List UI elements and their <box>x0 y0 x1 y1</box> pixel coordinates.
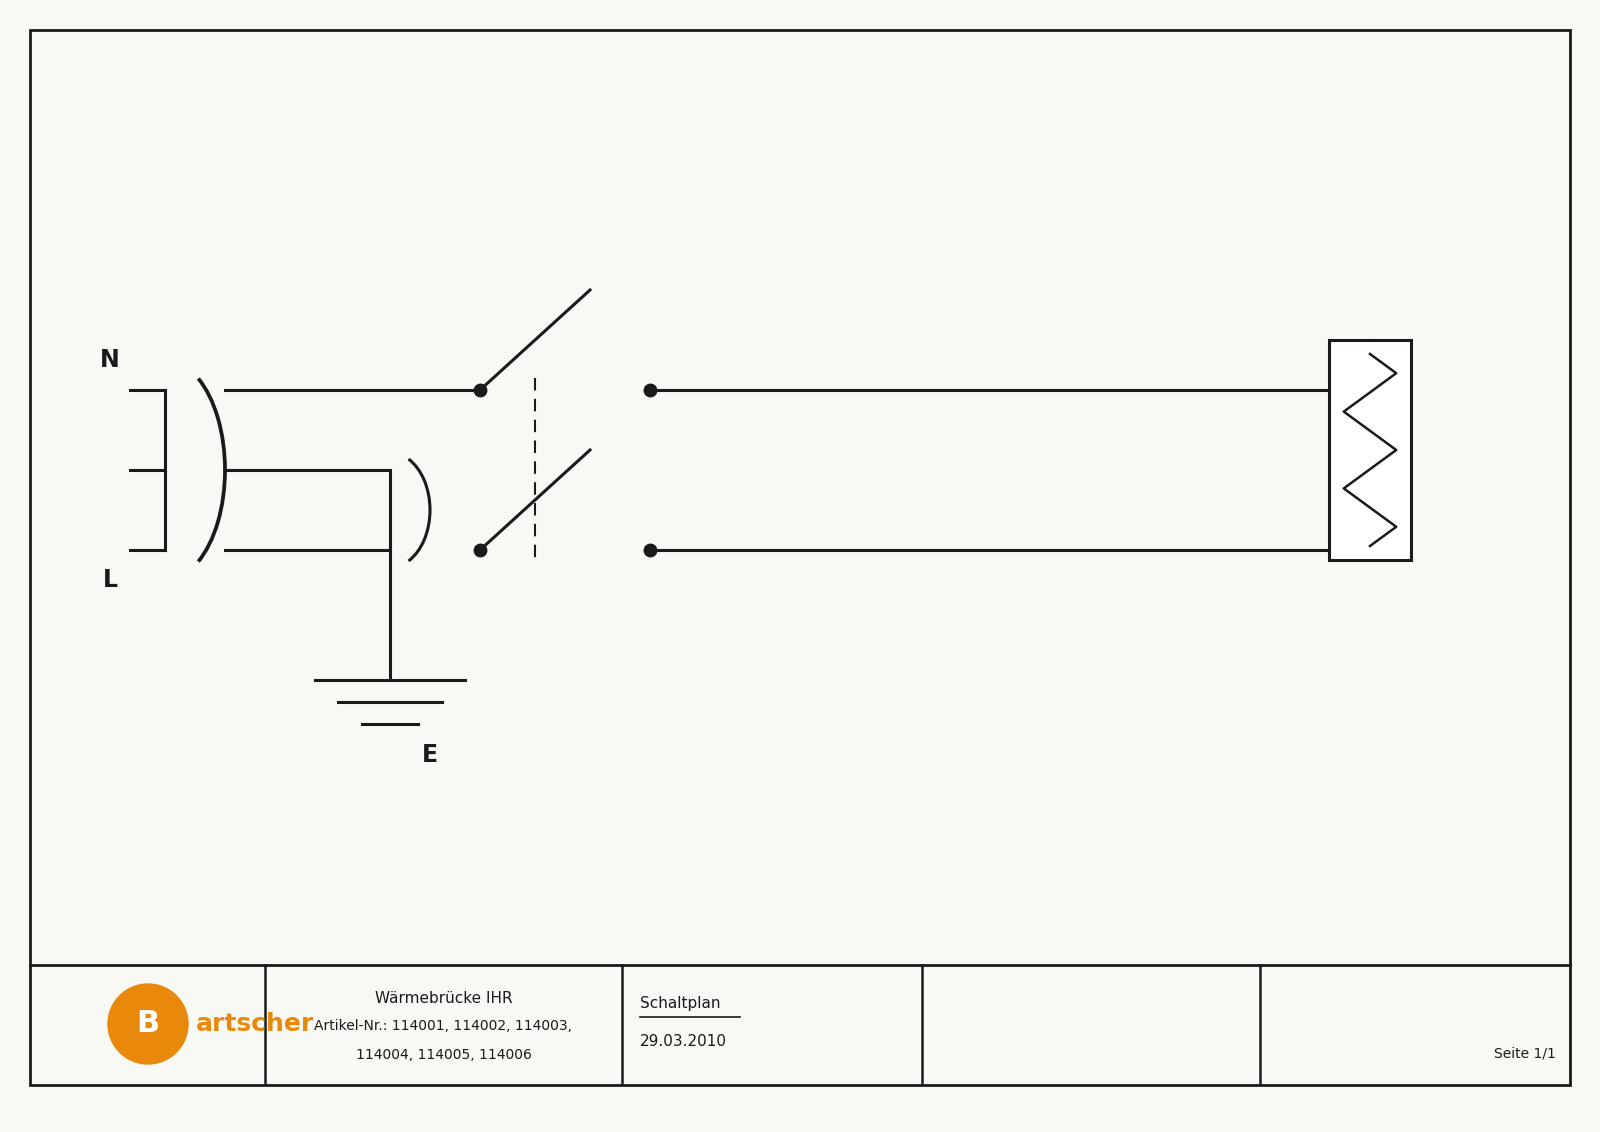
Text: Seite 1/1: Seite 1/1 <box>1494 1046 1555 1061</box>
Text: L: L <box>102 568 117 592</box>
Text: 114004, 114005, 114006: 114004, 114005, 114006 <box>355 1048 531 1062</box>
Text: Artikel-Nr.: 114001, 114002, 114003,: Artikel-Nr.: 114001, 114002, 114003, <box>315 1019 573 1034</box>
Text: N: N <box>101 348 120 372</box>
Text: Wärmebrücke IHR: Wärmebrücke IHR <box>374 990 512 1005</box>
Text: Schaltplan: Schaltplan <box>640 996 720 1011</box>
Text: E: E <box>422 743 438 767</box>
Text: artscher: artscher <box>195 1012 314 1036</box>
Circle shape <box>109 984 189 1064</box>
Bar <box>1330 340 1411 560</box>
Text: B: B <box>136 1010 160 1038</box>
Text: 29.03.2010: 29.03.2010 <box>640 1035 726 1049</box>
